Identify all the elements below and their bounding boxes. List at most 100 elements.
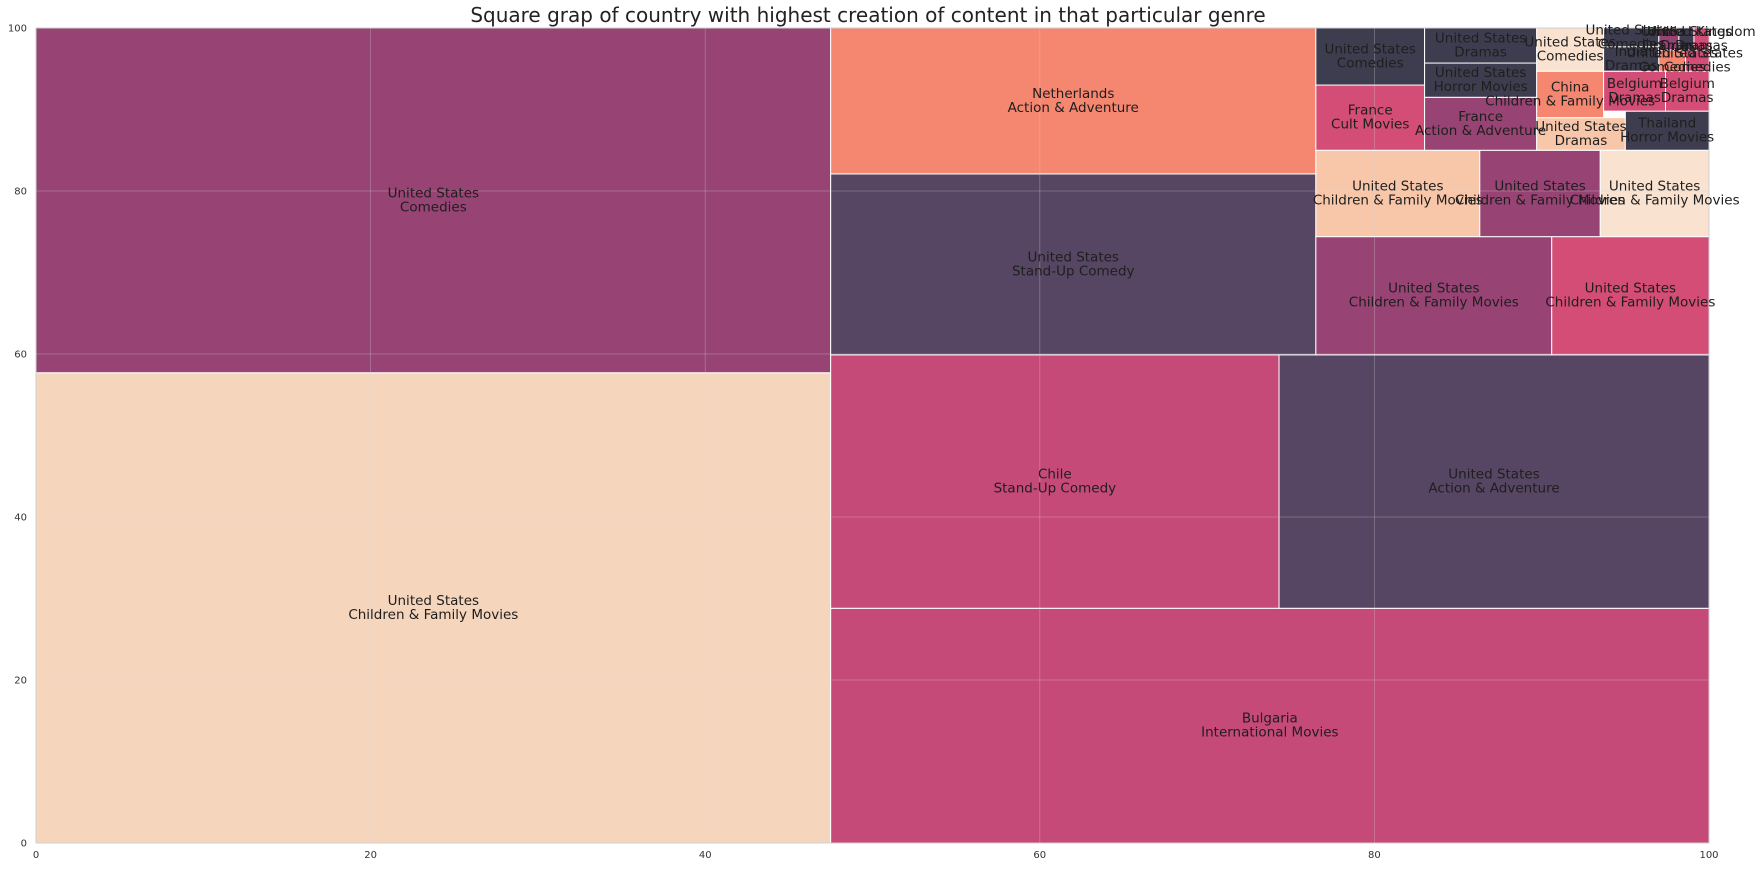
chart-title: Square grap of country with highest crea…: [470, 3, 1265, 27]
treemap-cells: [35, 27, 1710, 844]
y-tick-label: 80: [14, 187, 27, 198]
cell-genre-label: Horror Movies: [1620, 130, 1714, 146]
treemap-cell: [1536, 70, 1605, 119]
cell-country-label: Netherlands: [1032, 86, 1114, 102]
x-tick-label: 20: [364, 850, 377, 861]
cell-genre-label: Stand-Up Comedy: [994, 481, 1117, 497]
cell-country-label: United States: [1585, 22, 1676, 38]
treemap-cell-label: United States Children & Family Movies: [1545, 281, 1715, 311]
y-tick-label: 60: [14, 350, 27, 361]
cell-genre-label: Children & Family Movies: [1485, 93, 1655, 109]
cell-country-label: United States: [1535, 119, 1626, 135]
treemap-cell: [1424, 62, 1538, 98]
plot-area-frame: [35, 27, 1710, 844]
cell-country-label: United States: [1494, 178, 1585, 194]
cell-genre-label: Dramas: [1643, 38, 1696, 54]
cell-genre-label: Stand-Up Comedy: [1012, 263, 1135, 279]
y-tick-label: 40: [14, 513, 27, 524]
treemap-cell-label: Bulgaria International Movies: [1201, 711, 1338, 741]
cell-country-label: United States: [1325, 42, 1416, 58]
cell-country-label: United States: [1028, 249, 1119, 265]
y-axis-ticks: 0 20 40 60 80 100: [8, 24, 27, 850]
cell-genre-label: International Movies: [1201, 725, 1338, 741]
treemap-cell: [1315, 84, 1426, 151]
treemap-cell: [1315, 149, 1481, 238]
treemap-cell: [1551, 236, 1710, 356]
cell-genre-label: Comedies: [400, 199, 467, 215]
treemap-cell-label: Chile Stand-Up Comedy: [994, 467, 1117, 497]
cell-genre-label: Comedies: [1337, 56, 1404, 72]
cell-country-label: India: [1615, 44, 1648, 60]
cell-country-label: United States: [1652, 46, 1743, 62]
treemap-cell: [1536, 27, 1605, 72]
cell-country-label: United States: [1524, 35, 1615, 51]
treemap-cell: [830, 27, 1317, 175]
treemap-cell-label: United States Children & Family Movies: [1349, 281, 1519, 311]
cell-genre-label: Cult Movies: [1331, 117, 1409, 133]
treemap-cell-label: Thailand Horror Movies: [1620, 116, 1714, 146]
treemap-cell: [1624, 110, 1710, 151]
cell-country-label: United States: [1435, 31, 1526, 47]
cell-genre-label: Children & Family Movies: [1313, 192, 1483, 208]
cell-country-label: United States: [1435, 65, 1526, 81]
cell-country-label: United States: [1626, 46, 1717, 62]
treemap-cell: [1603, 70, 1667, 112]
treemap-cell: [1536, 117, 1626, 151]
cell-genre-label: Comedies: [1598, 36, 1665, 52]
cell-genre-label: Dramas: [1661, 90, 1714, 106]
treemap-cell: [35, 27, 832, 374]
treemap-cell-label: United States Dramas: [1435, 31, 1526, 61]
cell-country-label: Bulgaria: [1242, 711, 1298, 727]
cell-country-label: Chile: [1038, 467, 1072, 483]
cell-genre-label: Children & Family Movies: [348, 607, 518, 623]
cell-country-label: Belgium: [1660, 76, 1715, 92]
cell-country-label: China: [1551, 79, 1590, 95]
treemap-cell-label: United States Comedies: [1325, 42, 1416, 72]
treemap-cell-label: Netherlands Action & Adventure: [1008, 86, 1139, 116]
cell-genre-label: Action & Adventure: [1428, 481, 1559, 497]
treemap-cell-label: United States Children & Family Movies: [1455, 178, 1625, 208]
cell-country-label: United States: [1609, 178, 1700, 194]
x-tick-label: 0: [33, 850, 39, 861]
cell-genre-label: Comedies: [1537, 49, 1604, 65]
treemap-cell-label: India Dramas: [1605, 44, 1658, 74]
cell-country-label: India: [1652, 24, 1685, 40]
cell-genre-label: Dramas: [1555, 133, 1608, 149]
cell-country-label: United States: [388, 593, 479, 609]
cell-country-label: United States: [1388, 281, 1479, 297]
x-tick-label: 40: [699, 850, 712, 861]
treemap-cell: [830, 354, 1280, 609]
y-tick-label: 20: [14, 676, 27, 687]
treemap-cell-label: France Action & Adventure: [1415, 109, 1546, 139]
cell-genre-label: Dramas: [1675, 38, 1728, 54]
cell-country-label: Thailand: [1637, 116, 1696, 132]
cell-genre-label: Action & Adventure: [1415, 123, 1546, 139]
treemap-cell-label: United States Comedies: [1585, 22, 1676, 52]
treemap-cell: [1278, 354, 1710, 609]
treemap-cell-label: United States Children & Family Movies: [348, 593, 518, 623]
cell-genre-label: Comedies: [1664, 60, 1731, 76]
treemap-cell-label: Belgium Dramas: [1660, 76, 1715, 106]
treemap-cell-label: United States Action & Adventure: [1428, 467, 1559, 497]
cell-country-label: United States: [388, 185, 479, 201]
treemap-cell: [830, 173, 1317, 356]
treemap-cell-label: United States Dramas: [1535, 119, 1626, 149]
x-axis-ticks: 0 20 40 60 80 100: [33, 850, 1719, 861]
cell-genre-label: Children & Family Movies: [1349, 295, 1519, 311]
cell-genre-label: Children & Family Movies: [1570, 192, 1740, 208]
cell-genre-label: Comedies: [1639, 60, 1706, 76]
treemap-cell-label: United States Stand-Up Comedy: [1012, 249, 1135, 279]
cell-country-label: United Kingdom: [1647, 24, 1755, 40]
treemap-cell: [1599, 149, 1710, 238]
treemap-cell-label: France Cult Movies: [1331, 103, 1409, 133]
treemap-cell-label: United States Dramas: [1641, 24, 1732, 54]
treemap-cell-label: Belgium Dramas: [1607, 76, 1662, 106]
x-tick-label: 60: [1033, 850, 1046, 861]
cell-genre-label: Horror Movies: [1434, 79, 1528, 95]
treemap-cell: [1315, 236, 1553, 356]
cell-genre-label: Children & Family Movies: [1455, 192, 1625, 208]
cell-genre-label: Dramas: [1660, 38, 1713, 54]
treemap-cell-label: United States Children & Family Movies: [1570, 178, 1740, 208]
cell-genre-label: Dramas: [1608, 90, 1661, 106]
